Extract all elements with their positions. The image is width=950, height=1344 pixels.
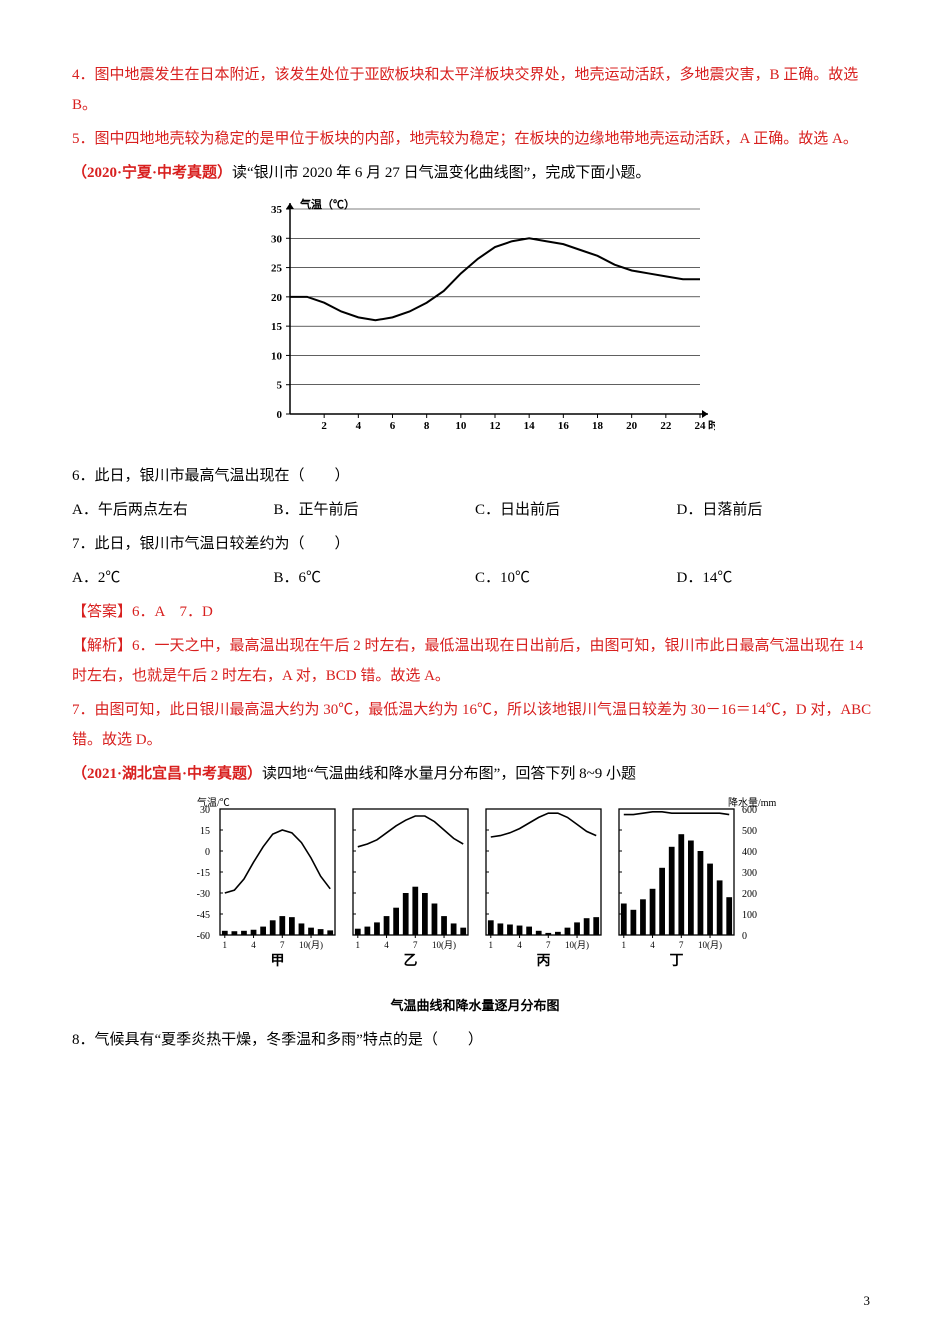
- svg-text:-45: -45: [197, 910, 210, 921]
- q7-C: C．10℃: [475, 563, 677, 593]
- svg-text:1: 1: [223, 940, 228, 950]
- svg-text:300: 300: [742, 868, 757, 879]
- chart-1-wrap: 0510152025303524681012141618202224气温（℃）时: [72, 194, 878, 455]
- explain-7: 7．由图可知，此日银川最高温大约为 30℃，最低温大约为 16℃，所以该地银川气…: [72, 695, 878, 755]
- svg-text:4: 4: [356, 420, 362, 432]
- svg-text:20: 20: [626, 420, 638, 432]
- svg-text:4: 4: [517, 940, 522, 950]
- svg-text:6: 6: [390, 420, 396, 432]
- svg-text:0: 0: [205, 847, 210, 858]
- source-line-2: （2021·湖北宜昌·中考真题）读四地“气温曲线和降水量月分布图”，回答下列 8…: [72, 759, 878, 789]
- q8-text: 8．气候具有“夏季炎热干燥，冬季温和多雨”特点的是（ ）: [72, 1025, 878, 1055]
- svg-text:7: 7: [413, 940, 418, 950]
- svg-text:35: 35: [271, 204, 283, 216]
- q7-B: B．6℃: [274, 563, 476, 593]
- svg-text:1: 1: [489, 940, 494, 950]
- svg-text:甲: 甲: [271, 953, 285, 969]
- svg-text:丙: 丙: [537, 953, 551, 969]
- svg-text:15: 15: [271, 321, 283, 333]
- svg-text:100: 100: [742, 910, 757, 921]
- svg-text:20: 20: [271, 292, 283, 304]
- svg-text:-30: -30: [197, 889, 210, 900]
- svg-text:0: 0: [742, 931, 747, 942]
- svg-text:400: 400: [742, 847, 757, 858]
- svg-text:丁: 丁: [670, 954, 684, 969]
- svg-text:10(月): 10(月): [299, 940, 323, 950]
- q6-text: 6．此日，银川市最高气温出现在（ ）: [72, 461, 878, 491]
- svg-text:1: 1: [622, 940, 627, 950]
- climate-panels: 30150-15-30-45-60气温/℃14710(月)甲14710(月)乙1…: [165, 795, 785, 980]
- svg-text:4: 4: [251, 940, 256, 950]
- svg-text:10(月): 10(月): [432, 940, 456, 950]
- explain-6: 【解析】6．一天之中，最高温出现在午后 2 时左右，最低温出现在日出前后，由图可…: [72, 631, 878, 691]
- q7-options: A．2℃ B．6℃ C．10℃ D．14℃: [72, 563, 878, 593]
- svg-text:4: 4: [650, 940, 655, 950]
- svg-text:4: 4: [384, 940, 389, 950]
- svg-text:10: 10: [455, 420, 467, 432]
- svg-text:200: 200: [742, 889, 757, 900]
- svg-text:14: 14: [524, 420, 536, 432]
- source-2-rest: 读四地“气温曲线和降水量月分布图”，回答下列 8~9 小题: [262, 766, 636, 782]
- svg-text:-60: -60: [197, 931, 210, 942]
- svg-text:25: 25: [271, 263, 283, 275]
- svg-text:10(月): 10(月): [565, 940, 589, 950]
- q6-D: D．日落前后: [677, 495, 879, 525]
- svg-text:7: 7: [546, 940, 551, 950]
- svg-text:降水量/mm: 降水量/mm: [728, 796, 777, 809]
- svg-text:气温/℃: 气温/℃: [197, 796, 230, 809]
- svg-text:-15: -15: [197, 868, 210, 879]
- svg-text:乙: 乙: [404, 953, 418, 969]
- explain-4: 4．图中地震发生在日本附近，该发生处位于亚欧板块和太平洋板块交界处，地壳运动活跃…: [72, 60, 878, 120]
- svg-text:16: 16: [558, 420, 570, 432]
- panels-caption: 气温曲线和降水量逐月分布图: [72, 993, 878, 1019]
- explain-5: 5．图中四地地壳较为稳定的是甲位于板块的内部，地壳较为稳定；在板块的边缘地带地壳…: [72, 124, 878, 154]
- svg-text:18: 18: [592, 420, 604, 432]
- svg-text:12: 12: [490, 420, 502, 432]
- q6-A: A．午后两点左右: [72, 495, 274, 525]
- svg-text:24: 24: [695, 420, 707, 432]
- climate-panels-wrap: 30150-15-30-45-60气温/℃14710(月)甲14710(月)乙1…: [72, 795, 878, 1019]
- svg-text:7: 7: [679, 940, 684, 950]
- q7-A: A．2℃: [72, 563, 274, 593]
- svg-text:1: 1: [356, 940, 361, 950]
- svg-text:8: 8: [424, 420, 430, 432]
- svg-text:2: 2: [321, 420, 327, 432]
- answer-67: 【答案】6．A 7．D: [72, 597, 878, 627]
- source-2-prefix: （2021·湖北宜昌·中考真题）: [72, 766, 262, 782]
- q7-D: D．14℃: [677, 563, 879, 593]
- svg-text:30: 30: [271, 233, 283, 245]
- svg-text:5: 5: [277, 380, 283, 392]
- explain-label: 【解析】: [72, 638, 132, 654]
- svg-text:22: 22: [660, 420, 672, 432]
- svg-text:15: 15: [200, 826, 210, 837]
- svg-text:气温（℃）: 气温（℃）: [299, 197, 355, 211]
- svg-text:0: 0: [277, 409, 283, 421]
- q6-C: C．日出前后: [475, 495, 677, 525]
- source-1-rest: 读“银川市 2020 年 6 月 27 日气温变化曲线图”，完成下面小题。: [232, 165, 650, 181]
- svg-text:500: 500: [742, 826, 757, 837]
- svg-text:10: 10: [271, 350, 283, 362]
- page-number: 3: [864, 1288, 871, 1314]
- svg-text:10(月): 10(月): [698, 940, 722, 950]
- source-line-1: （2020·宁夏·中考真题）读“银川市 2020 年 6 月 27 日气温变化曲…: [72, 158, 878, 188]
- q7-text: 7．此日，银川市气温日较差约为（ ）: [72, 529, 878, 559]
- temperature-chart: 0510152025303524681012141618202224气温（℃）时: [235, 194, 715, 444]
- svg-text:7: 7: [280, 940, 285, 950]
- source-1-prefix: （2020·宁夏·中考真题）: [72, 165, 232, 181]
- q6-options: A．午后两点左右 B．正午前后 C．日出前后 D．日落前后: [72, 495, 878, 525]
- svg-text:时: 时: [708, 418, 715, 432]
- q6-B: B．正午前后: [274, 495, 476, 525]
